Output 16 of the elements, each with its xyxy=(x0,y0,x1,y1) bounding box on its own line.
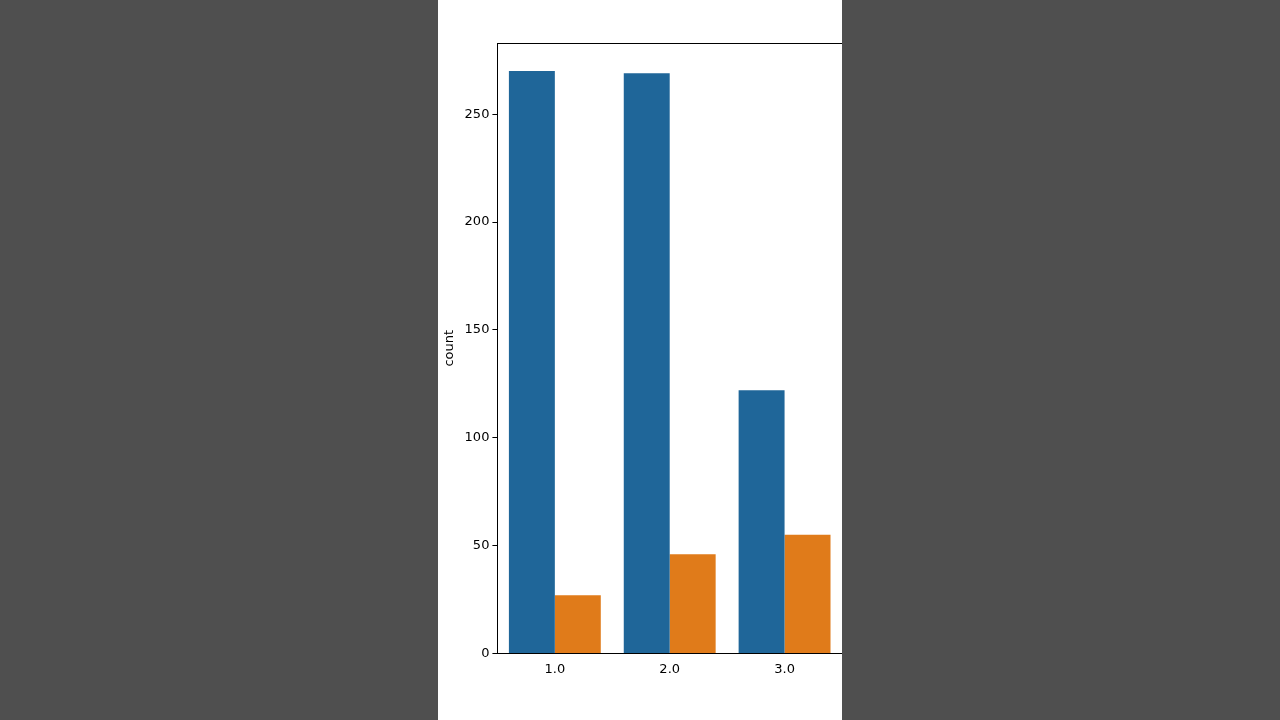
bar xyxy=(554,595,601,653)
x-tick-label: 2.0 xyxy=(659,660,681,676)
x-tick-label: 1.0 xyxy=(544,660,566,676)
bar xyxy=(623,73,670,653)
y-tick-label: 50 xyxy=(472,536,490,552)
y-tick-label: 150 xyxy=(464,321,490,337)
y-tick-label: 100 xyxy=(464,429,490,445)
bar xyxy=(669,554,716,653)
y-axis-title: count xyxy=(441,329,457,367)
x-tick-label: 3.0 xyxy=(774,660,795,676)
bar xyxy=(508,71,555,653)
y-tick-label: 200 xyxy=(464,213,490,229)
bar xyxy=(738,390,785,653)
y-tick-label: 250 xyxy=(464,105,490,121)
y-tick-label: 0 xyxy=(481,644,490,660)
bar xyxy=(784,534,831,653)
